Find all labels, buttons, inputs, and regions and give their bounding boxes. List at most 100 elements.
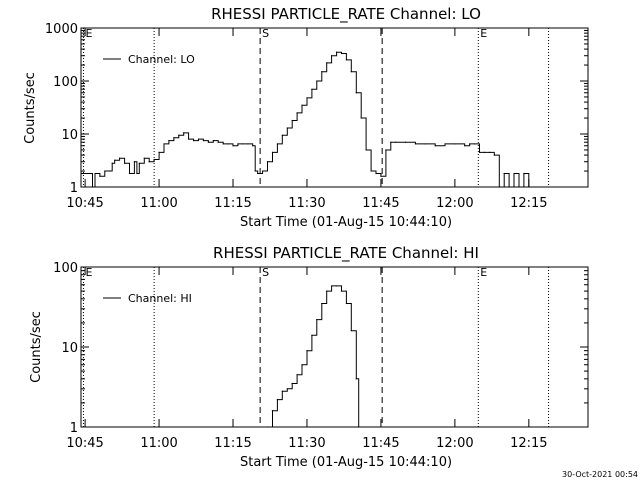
series-point <box>232 145 234 147</box>
series-point <box>173 137 175 139</box>
x-tick-label: 11:00 <box>140 436 177 451</box>
series-point <box>133 161 136 163</box>
series-point <box>296 374 298 376</box>
series-point <box>335 51 338 53</box>
series-point <box>340 52 343 55</box>
series-point <box>316 80 318 82</box>
x-tick-label: 11:00 <box>140 196 177 211</box>
series-point <box>316 319 318 321</box>
y-axis-label: Counts/sec <box>23 72 38 144</box>
series-point <box>271 410 274 412</box>
series-point <box>395 141 397 143</box>
series-point <box>321 71 323 73</box>
series-point <box>148 161 150 163</box>
y-tick-label: 1000 <box>45 22 78 37</box>
series-point <box>99 175 101 177</box>
series-point <box>183 132 185 134</box>
series-point <box>80 172 82 175</box>
series-point <box>281 134 283 136</box>
series-point <box>158 151 160 153</box>
series-point <box>311 88 313 90</box>
series-point <box>464 145 466 147</box>
marker-label: E <box>480 266 487 279</box>
series-point <box>518 186 520 188</box>
panel-lo: RHESSI PARTICLE_RATE Channel: LO E S E 10:… <box>23 5 589 230</box>
series-point <box>375 172 377 175</box>
series-point <box>128 172 131 175</box>
y-tick-label: 100 <box>53 75 78 90</box>
series-point <box>168 140 170 142</box>
x-tick-label: 10:45 <box>66 436 103 451</box>
series-point <box>217 141 219 143</box>
x-tick-label: 11:45 <box>362 436 399 451</box>
series-point <box>281 390 283 392</box>
series-group <box>80 51 530 188</box>
series-point <box>202 140 205 142</box>
x-tick-label: 12:00 <box>436 196 473 211</box>
series-point <box>163 143 165 145</box>
series-point <box>178 134 180 136</box>
series-point <box>358 426 360 428</box>
series-point <box>138 162 140 164</box>
series-point <box>311 334 313 336</box>
series-point <box>498 186 500 188</box>
series-point <box>528 186 530 188</box>
series-point <box>247 143 249 145</box>
axis-ticks: 10:45 11:00 11:15 11:30 11:45 12:00 12:15 1 10 10… <box>53 261 588 451</box>
series-point <box>266 426 269 428</box>
y-tick-label: 100 <box>53 261 78 276</box>
series-point <box>326 62 328 64</box>
chart-title: RHESSI PARTICLE_RATE Channel: HI <box>213 244 479 263</box>
series-point <box>444 143 446 145</box>
plot-frame <box>80 266 589 428</box>
series-point <box>89 172 91 175</box>
legend: Channel: HI <box>103 292 192 305</box>
series-point <box>469 143 471 145</box>
series-point <box>424 143 426 145</box>
marker-label: E <box>85 266 92 279</box>
series-point <box>207 141 209 143</box>
series-point <box>143 157 145 159</box>
y-tick-label: 1 <box>70 421 78 436</box>
y-tick-label: 10 <box>61 341 78 356</box>
series-point <box>301 104 303 106</box>
x-tick-label: 11:15 <box>214 436 251 451</box>
series-point <box>493 154 495 156</box>
marker-label: E <box>85 27 92 40</box>
marker-label: S <box>262 27 269 40</box>
x-tick-label: 11:45 <box>362 196 399 211</box>
series-point <box>306 97 308 99</box>
x-axis-label: Start Time (01-Aug-15 10:44:10) <box>240 455 452 470</box>
y-tick-label: 1 <box>70 181 78 196</box>
series-point <box>296 112 298 114</box>
x-tick-label: 10:45 <box>66 196 103 211</box>
series-point <box>153 158 155 161</box>
marker-label: E <box>480 27 487 40</box>
series-point <box>91 186 94 188</box>
series-point <box>84 172 86 175</box>
series-point <box>326 290 328 292</box>
series-point <box>414 143 417 145</box>
series-point <box>291 382 293 385</box>
legend-label: Channel: LO <box>128 53 195 66</box>
series-point <box>254 170 256 172</box>
series-point <box>454 143 456 145</box>
series-point <box>114 159 116 161</box>
x-tick-label: 12:15 <box>510 196 547 211</box>
series-line <box>267 285 360 428</box>
series-point <box>237 143 239 145</box>
series-point <box>523 172 525 175</box>
timestamp: 30-Oct-2021 00:54 <box>562 470 638 479</box>
series-point <box>474 143 476 145</box>
series-point <box>390 141 392 143</box>
series-point <box>355 92 357 94</box>
series-point <box>266 161 269 163</box>
series-point <box>276 143 278 145</box>
series-point <box>261 170 264 172</box>
x-tick-label: 11:30 <box>288 196 325 211</box>
series-point <box>350 71 352 73</box>
series-line <box>81 51 530 188</box>
series-point <box>123 162 126 164</box>
series-point <box>370 170 372 172</box>
